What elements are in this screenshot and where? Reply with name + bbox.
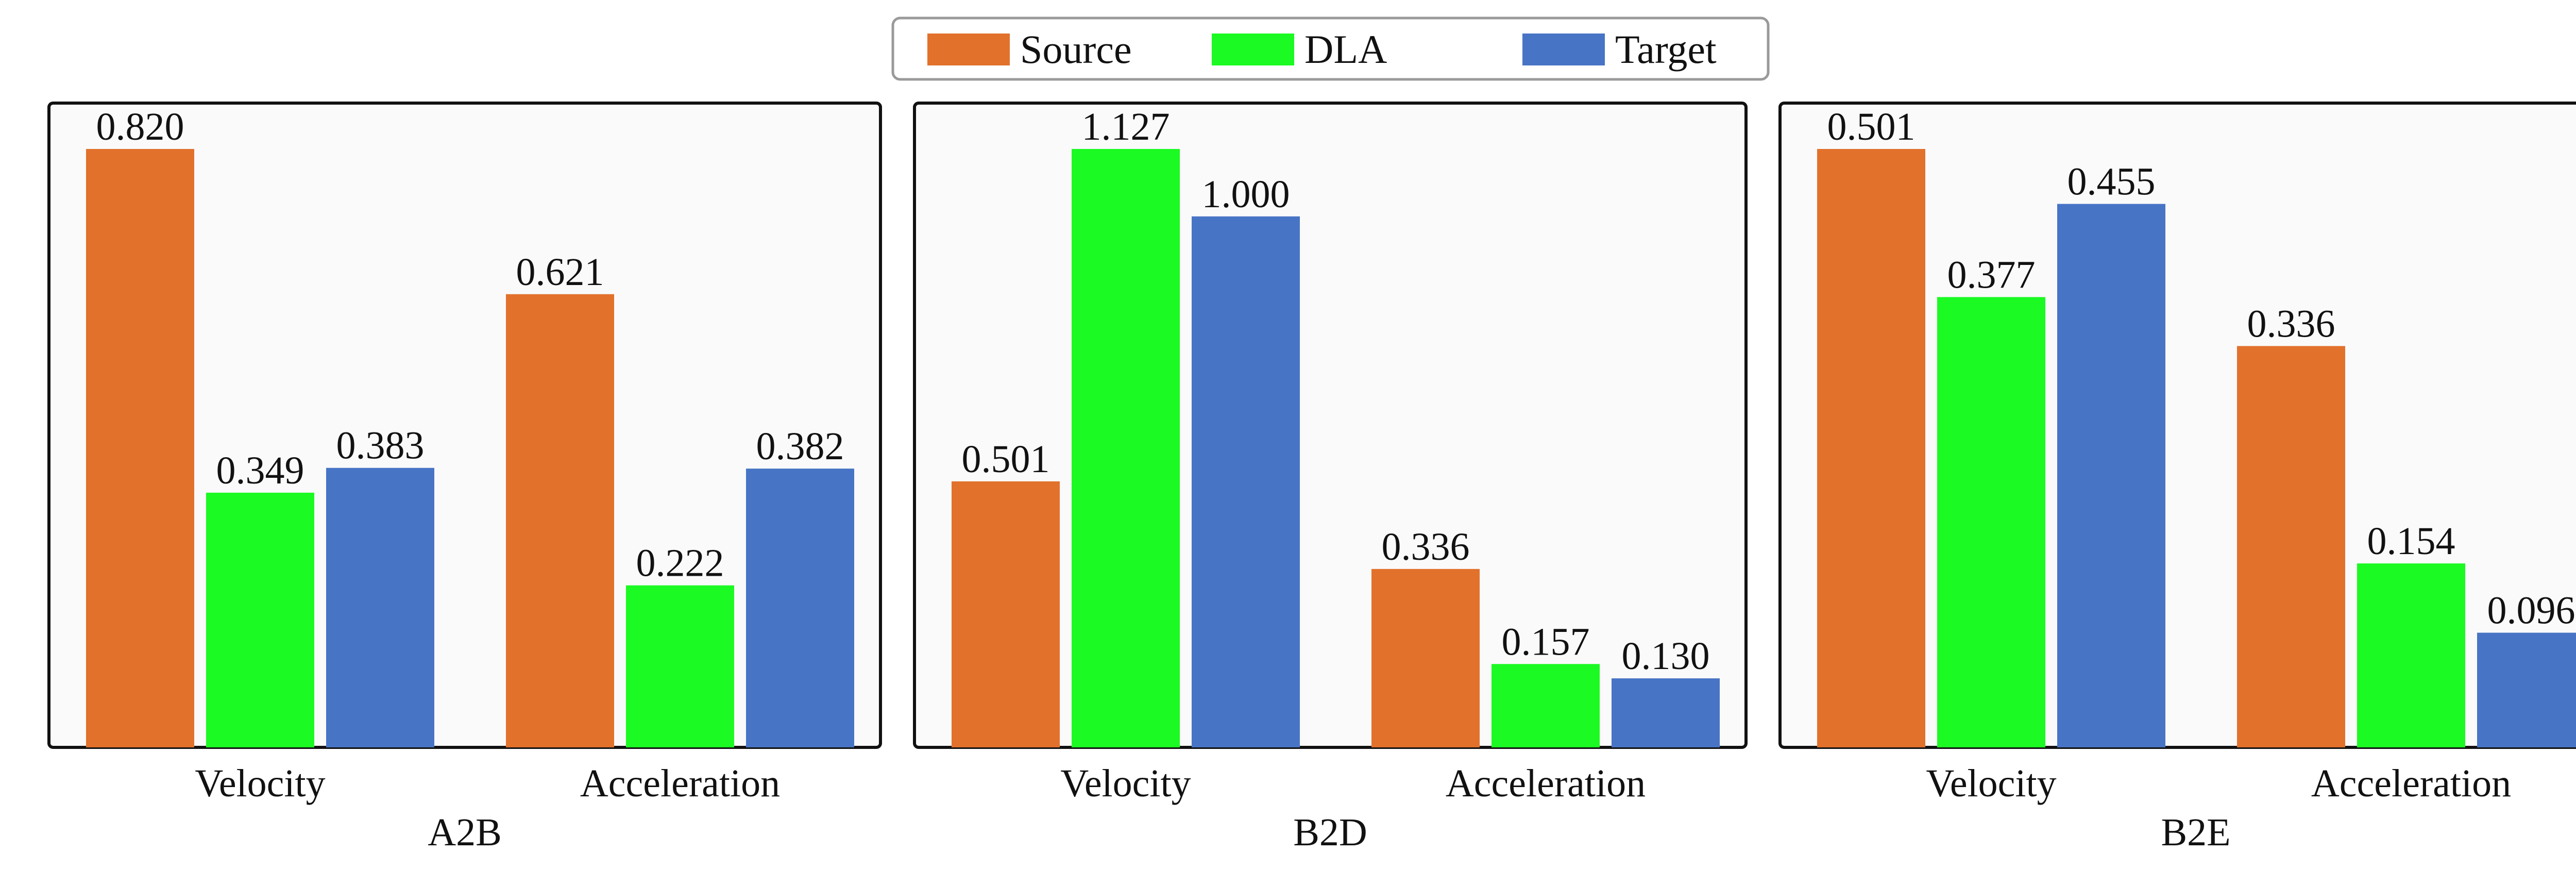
bar-a2b-acceleration-target xyxy=(746,469,854,747)
bar-b2d-acceleration-dla xyxy=(1492,664,1600,747)
bar-a2b-velocity-target xyxy=(326,467,434,747)
bar-b2e-velocity-target xyxy=(2057,204,2165,747)
data-label-b2d-acceleration-dla: 0.157 xyxy=(1502,620,1590,663)
bar-b2d-velocity-source xyxy=(952,481,1060,747)
data-label-b2e-velocity-dla: 0.377 xyxy=(1947,253,2036,296)
bar-a2b-acceleration-dla xyxy=(626,585,734,747)
chart-panels: 0.820 0.621 0.349 0.222 0.383 0.382 Velocity Ac… xyxy=(47,102,2576,854)
data-label-a2b-acceleration-source: 0.621 xyxy=(516,251,604,294)
bar-b2e-acceleration-target xyxy=(2477,632,2576,747)
panel-title: A2B xyxy=(428,811,502,854)
data-label-b2d-acceleration-target: 0.130 xyxy=(1622,634,1710,678)
bar-b2d-velocity-dla xyxy=(1072,149,1180,747)
bar-b2e-velocity-dla xyxy=(1937,297,2045,747)
bar-a2b-velocity-source xyxy=(86,149,194,747)
data-label-b2d-acceleration-source: 0.336 xyxy=(1382,525,1470,569)
tick-label-velocity: Velocity xyxy=(1926,762,2056,805)
bar-b2d-acceleration-target xyxy=(1612,678,1720,747)
data-label-b2e-velocity-source: 0.501 xyxy=(1827,105,1916,148)
legend-label-dla: DLA xyxy=(1304,27,1387,72)
data-label-b2e-velocity-target: 0.455 xyxy=(2067,160,2156,204)
data-label-b2d-velocity-source: 0.501 xyxy=(962,438,1050,481)
tick-label-acceleration: Acceleration xyxy=(2311,762,2511,805)
panel-title: B2D xyxy=(1293,811,1367,854)
legend: Source DLA Target xyxy=(891,16,1770,81)
tick-label-acceleration: Acceleration xyxy=(580,762,780,805)
legend-swatch-dla xyxy=(1212,34,1294,65)
data-label-a2b-acceleration-dla: 0.222 xyxy=(636,542,724,585)
data-label-a2b-velocity-target: 0.383 xyxy=(336,424,425,467)
data-label-b2d-velocity-dla: 1.127 xyxy=(1082,105,1170,148)
tick-label-acceleration: Acceleration xyxy=(1446,762,1646,805)
bar-b2e-velocity-source xyxy=(1817,149,1925,747)
panel-a2b: 0.820 0.621 0.349 0.222 0.383 0.382 Velocity Ac… xyxy=(47,102,882,854)
panel-b2d: 0.501 0.336 1.127 0.157 1.000 0.130 Velocity Ac… xyxy=(913,102,1748,854)
panel-title: B2E xyxy=(2161,811,2230,854)
bar-b2e-acceleration-dla xyxy=(2357,563,2465,747)
bar-a2b-velocity-dla xyxy=(206,492,314,747)
bar-a2b-acceleration-source xyxy=(506,294,614,747)
legend-label-source: Source xyxy=(1020,27,1132,72)
panel-b2e: 0.501 0.336 0.377 0.154 0.455 0.096 Velocity Ac… xyxy=(1778,102,2576,854)
data-label-b2e-acceleration-source: 0.336 xyxy=(2247,302,2335,345)
bar-b2d-acceleration-source xyxy=(1371,569,1480,747)
legend-label-target: Target xyxy=(1615,27,1717,72)
bar-b2e-acceleration-source xyxy=(2237,346,2345,747)
data-label-a2b-velocity-source: 0.820 xyxy=(96,105,184,148)
tick-label-velocity: Velocity xyxy=(195,762,325,805)
data-label-b2e-acceleration-dla: 0.154 xyxy=(2367,520,2455,563)
data-label-b2e-acceleration-target: 0.096 xyxy=(2487,589,2575,632)
data-label-b2d-velocity-target: 1.000 xyxy=(1202,173,1290,216)
tick-label-velocity: Velocity xyxy=(1060,762,1191,805)
bar-b2d-velocity-target xyxy=(1192,216,1300,747)
data-label-a2b-velocity-dla: 0.349 xyxy=(216,449,304,492)
data-label-a2b-acceleration-target: 0.382 xyxy=(756,425,844,468)
legend-swatch-source xyxy=(927,34,1010,65)
legend-swatch-target xyxy=(1522,34,1605,65)
